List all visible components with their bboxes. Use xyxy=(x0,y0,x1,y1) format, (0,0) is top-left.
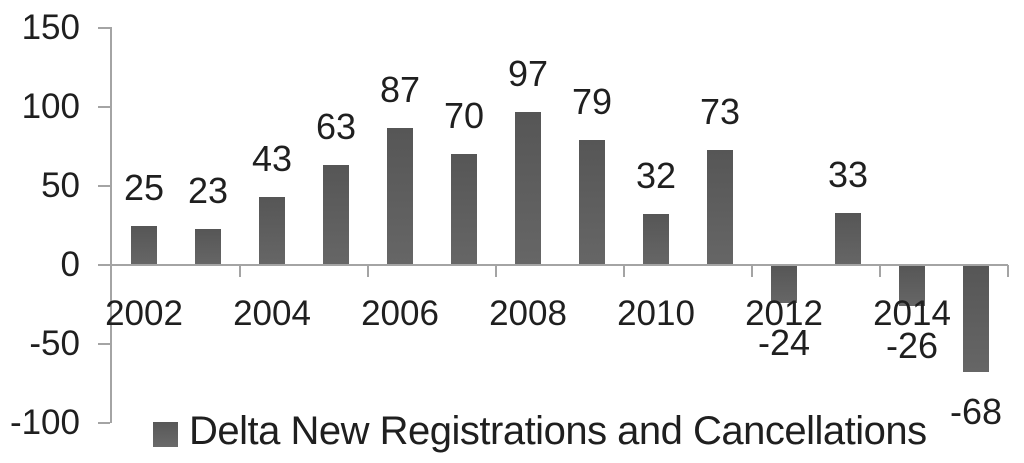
x-axis-label-2010: 2010 xyxy=(617,294,695,333)
bar-2006 xyxy=(387,127,413,265)
x-axis-label-2004: 2004 xyxy=(233,294,311,333)
y-axis-label--50: -50 xyxy=(29,324,80,363)
value-label-2008: 97 xyxy=(507,52,549,94)
bar-2009 xyxy=(579,140,605,265)
y-tick-50 xyxy=(98,185,110,187)
bar-2010 xyxy=(643,214,669,265)
y-axis-label-50: 50 xyxy=(41,166,80,205)
x-axis-line xyxy=(110,264,1008,266)
value-label-2009: 79 xyxy=(571,81,613,123)
y-axis-label-150: 150 xyxy=(21,8,80,47)
bar-2008 xyxy=(515,111,541,265)
legend-label: Delta New Registrations and Cancellation… xyxy=(189,409,927,453)
bar-2015 xyxy=(963,265,989,373)
x-tick-5 xyxy=(879,265,881,277)
x-tick-0 xyxy=(239,265,241,277)
x-axis-label-2012: 2012 xyxy=(745,294,823,333)
x-tick-4 xyxy=(751,265,753,277)
x-tick-1 xyxy=(367,265,369,277)
bar-2014 xyxy=(899,265,925,307)
value-label-2014: -26 xyxy=(885,325,939,367)
value-label-2005: 63 xyxy=(315,106,357,148)
y-tick-0 xyxy=(98,264,110,266)
x-axis-label-2002: 2002 xyxy=(105,294,183,333)
value-label-2002: 25 xyxy=(123,166,165,208)
y-tick--100 xyxy=(98,422,110,424)
y-axis-line xyxy=(110,27,112,423)
y-axis-label-100: 100 xyxy=(21,87,80,126)
value-label-2012: -24 xyxy=(757,321,811,363)
y-axis-label-0: 0 xyxy=(60,245,80,284)
x-tick-2 xyxy=(495,265,497,277)
bar-2012 xyxy=(771,265,797,303)
bar-2002 xyxy=(131,225,157,265)
bar-2004 xyxy=(259,197,285,265)
x-axis-label-2006: 2006 xyxy=(361,294,439,333)
value-label-2015: -68 xyxy=(949,391,1003,433)
value-label-2011: 73 xyxy=(699,90,741,132)
x-tick-3 xyxy=(623,265,625,277)
bar-2011 xyxy=(707,149,733,265)
y-tick-100 xyxy=(98,106,110,108)
x-axis-label-2008: 2008 xyxy=(489,294,567,333)
bar-2005 xyxy=(323,165,349,265)
x-axis-label-2014: 2014 xyxy=(873,294,951,333)
legend-swatch-icon xyxy=(153,421,178,447)
y-axis-label--100: -100 xyxy=(9,403,80,442)
bar-2007 xyxy=(451,154,477,265)
y-tick--50 xyxy=(98,343,110,345)
bar-2013 xyxy=(835,212,861,265)
chart-legend: Delta New Registrations and Cancellation… xyxy=(153,407,927,455)
bar-2003 xyxy=(195,228,221,265)
value-label-2010: 32 xyxy=(635,155,677,197)
x-tick-6 xyxy=(1007,265,1009,277)
value-label-2006: 87 xyxy=(379,68,421,110)
value-label-2003: 23 xyxy=(187,169,229,211)
value-label-2007: 70 xyxy=(443,95,485,137)
y-tick-150 xyxy=(98,27,110,29)
value-label-2013: 33 xyxy=(827,153,869,195)
value-label-2004: 43 xyxy=(251,138,293,180)
